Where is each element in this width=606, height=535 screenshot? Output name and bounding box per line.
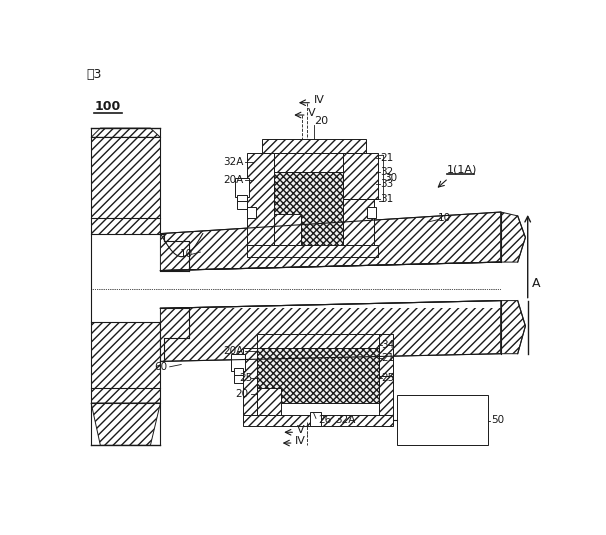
- Text: 10: 10: [438, 213, 451, 223]
- Text: 33: 33: [380, 179, 393, 189]
- Bar: [238, 195, 247, 203]
- Text: V: V: [297, 425, 304, 435]
- Polygon shape: [257, 334, 379, 348]
- Text: 20A: 20A: [224, 346, 244, 356]
- Polygon shape: [91, 128, 161, 137]
- Text: 1(1A): 1(1A): [447, 164, 478, 174]
- Polygon shape: [91, 387, 161, 403]
- Text: 32A: 32A: [224, 157, 244, 167]
- Polygon shape: [379, 334, 393, 376]
- Text: IV: IV: [314, 95, 325, 105]
- Text: 21: 21: [380, 153, 393, 163]
- Text: 34: 34: [381, 340, 395, 350]
- Bar: [238, 201, 247, 209]
- Text: 図3: 図3: [87, 68, 102, 81]
- Text: 26: 26: [318, 415, 331, 425]
- Polygon shape: [161, 212, 501, 271]
- Polygon shape: [501, 212, 525, 262]
- Bar: [310, 412, 321, 426]
- Polygon shape: [257, 387, 281, 415]
- Bar: [235, 178, 249, 197]
- Bar: [161, 271, 501, 308]
- Polygon shape: [243, 415, 393, 426]
- Polygon shape: [274, 153, 343, 172]
- Polygon shape: [91, 137, 161, 218]
- Text: 10: 10: [179, 249, 193, 259]
- Bar: [247, 207, 256, 218]
- Polygon shape: [379, 376, 393, 415]
- Polygon shape: [247, 245, 378, 257]
- Polygon shape: [91, 218, 161, 234]
- Bar: [367, 207, 376, 218]
- Text: 20: 20: [235, 389, 248, 399]
- Text: 25: 25: [239, 373, 252, 384]
- Polygon shape: [161, 301, 501, 362]
- Text: 30: 30: [384, 173, 398, 183]
- Text: 32: 32: [380, 167, 393, 177]
- Text: 50: 50: [491, 415, 504, 425]
- Polygon shape: [343, 199, 374, 245]
- Text: IV: IV: [295, 435, 306, 446]
- Bar: [231, 355, 245, 371]
- Text: A: A: [532, 277, 541, 290]
- Polygon shape: [262, 139, 366, 153]
- Text: 60: 60: [155, 362, 167, 372]
- Text: 100: 100: [94, 101, 121, 113]
- Bar: [233, 375, 243, 383]
- Polygon shape: [274, 172, 343, 245]
- Bar: [233, 369, 243, 376]
- Polygon shape: [91, 322, 161, 387]
- Polygon shape: [274, 215, 301, 245]
- Text: V: V: [308, 108, 316, 118]
- Polygon shape: [343, 153, 378, 199]
- Text: 20: 20: [315, 116, 328, 126]
- Bar: [397, 395, 488, 445]
- Polygon shape: [243, 348, 257, 415]
- Text: 31: 31: [380, 194, 393, 204]
- Polygon shape: [91, 403, 161, 445]
- Text: 32A: 32A: [335, 415, 356, 425]
- Text: 20A: 20A: [224, 175, 244, 185]
- Polygon shape: [501, 301, 525, 354]
- Polygon shape: [257, 348, 379, 403]
- Text: 25: 25: [381, 373, 395, 384]
- Text: 21: 21: [381, 353, 395, 363]
- Polygon shape: [247, 153, 274, 245]
